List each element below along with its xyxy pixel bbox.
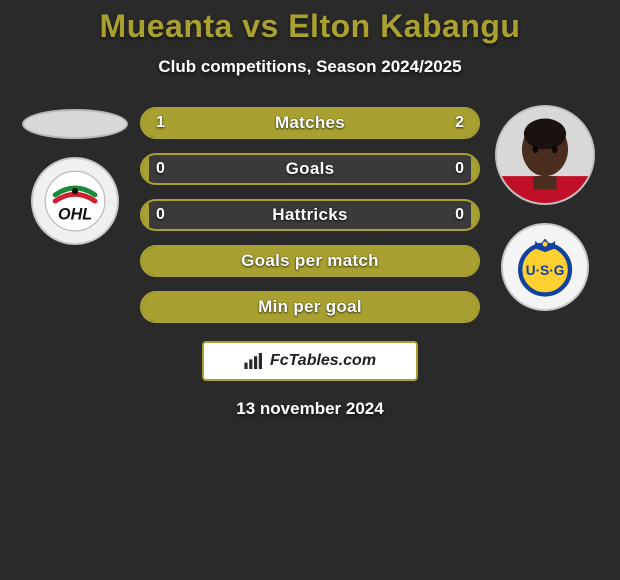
ohl-badge-icon: OHL [44, 170, 106, 232]
stat-fill-right [471, 201, 478, 229]
player-avatar-icon [497, 107, 593, 203]
svg-text:OHL: OHL [58, 206, 92, 224]
stat-label: Min per goal [258, 297, 362, 317]
comparison-card: Mueanta vs Elton Kabangu Club competitio… [0, 0, 620, 419]
right-player-column: U·S·G [490, 105, 600, 311]
stat-bar: 0 0 Hattricks [140, 199, 480, 231]
stat-bar: Goals per match [140, 245, 480, 277]
stat-value-right: 0 [455, 206, 464, 224]
stat-value-right: 0 [455, 160, 464, 178]
chart-icon [244, 353, 264, 369]
watermark: FcTables.com [202, 341, 418, 381]
player-photo-right [495, 105, 595, 205]
date-label: 13 november 2024 [0, 399, 620, 419]
player-photo-left [22, 109, 128, 139]
stat-value-right: 2 [455, 114, 464, 132]
svg-text:U·S·G: U·S·G [526, 263, 565, 278]
stat-bar: Min per goal [140, 291, 480, 323]
page-title: Mueanta vs Elton Kabangu [0, 8, 620, 45]
stat-value-left: 0 [156, 206, 165, 224]
watermark-text: FcTables.com [270, 352, 376, 370]
stat-fill-right [471, 155, 478, 183]
stat-value-left: 1 [156, 114, 165, 132]
usg-badge-icon: U·S·G [514, 236, 576, 298]
club-badge-left: OHL [31, 157, 119, 245]
stat-label: Hattricks [272, 205, 347, 225]
stat-label: Matches [275, 113, 345, 133]
stat-label: Goals per match [241, 251, 379, 271]
stat-fill-left [142, 155, 149, 183]
left-player-column: OHL [20, 105, 130, 245]
stats-column: 1 2 Matches 0 0 Goals 0 0 Hattricks Goals per mat… [140, 105, 480, 323]
stat-bar: 0 0 Goals [140, 153, 480, 185]
main-row: OHL 1 2 Matches 0 0 Goals 0 0 Hattricks Goals per… [0, 105, 620, 323]
stat-label: Goals [286, 159, 335, 179]
page-subtitle: Club competitions, Season 2024/2025 [0, 57, 620, 77]
stat-value-left: 0 [156, 160, 165, 178]
club-badge-right: U·S·G [501, 223, 589, 311]
stat-bar: 1 2 Matches [140, 107, 480, 139]
stat-fill-left [142, 201, 149, 229]
